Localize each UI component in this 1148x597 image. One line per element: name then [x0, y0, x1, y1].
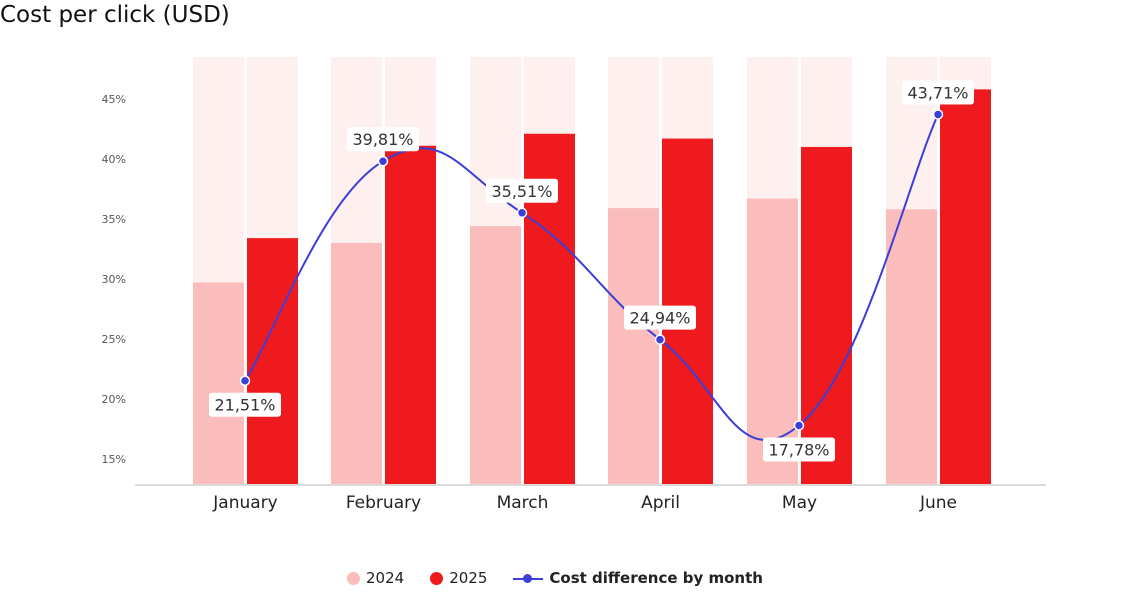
data-label-box: [347, 127, 419, 152]
line-point-february: [377, 155, 389, 167]
data-label-text: 43,71%: [907, 83, 968, 102]
legend-label-2025: 2025: [449, 569, 488, 587]
line-point-march: [516, 207, 528, 219]
legend-swatch-2025: [430, 571, 444, 585]
line-point-january: [239, 375, 251, 386]
bar-2025-may: [801, 146, 852, 484]
y-tick-label: 15%: [102, 453, 126, 466]
legend-item-cost-difference: Cost difference by month: [513, 569, 763, 587]
line-data-label-june: 43,71%: [902, 80, 974, 105]
y-tick-label: 25%: [102, 333, 126, 346]
line-point-april: [654, 334, 666, 345]
bar-2024-may: [747, 198, 798, 485]
legend-item-2025: 2025: [430, 569, 487, 587]
legend: 2024 2025 Cost difference by month: [0, 569, 1110, 587]
legend-label-cost-difference: Cost difference by month: [549, 569, 763, 587]
bar-2024-april: [608, 208, 659, 484]
x-tick-label: June: [919, 493, 957, 513]
bar-2024-january: [193, 282, 244, 484]
data-label-box: [486, 178, 558, 203]
chart-title: Cost per click (USD): [0, 2, 230, 28]
legend-item-2024: 2024: [347, 569, 404, 587]
x-tick-label: April: [641, 493, 680, 513]
line-data-label-january: 21,51%: [209, 392, 281, 417]
data-label-text: 35,51%: [491, 182, 552, 201]
data-label-box: [209, 392, 281, 417]
bar-2024-february: [331, 242, 382, 484]
data-label-text: 17,78%: [768, 440, 829, 459]
bar-2024-march: [470, 226, 521, 484]
line-data-label-march: 35,51%: [486, 178, 558, 203]
data-label-text: 24,94%: [629, 309, 690, 328]
line-data-label-february: 39,81%: [347, 127, 419, 152]
data-label-box: [763, 437, 835, 462]
y-tick-label: 40%: [102, 153, 126, 166]
x-tick-label: January: [212, 493, 277, 513]
legend-label-2024: 2024: [366, 569, 405, 587]
x-tick-label: May: [782, 493, 817, 513]
line-point-june: [932, 109, 944, 120]
data-label-box: [902, 80, 974, 105]
y-tick-label: 45%: [102, 93, 126, 106]
line-point-may: [793, 420, 805, 431]
x-tick-label: March: [497, 493, 549, 513]
legend-line-swatch: [513, 572, 544, 585]
bar-2025-june: [940, 89, 991, 485]
chart-plot: 15% 20% 25% 30% 35% 40% 45% January February Mar…: [102, 57, 1046, 513]
data-label-box: [624, 305, 696, 330]
bar-2025-january: [247, 238, 298, 484]
y-tick-label: 20%: [102, 393, 126, 406]
data-label-text: 21,51%: [214, 396, 275, 415]
line-data-label-may: 17,78%: [763, 437, 835, 462]
y-tick-label: 30%: [102, 273, 126, 286]
bar-2024-june: [886, 209, 937, 484]
line-data-label-april: 24,94%: [624, 305, 696, 330]
data-label-text: 39,81%: [352, 130, 413, 149]
legend-swatch-2024: [347, 571, 361, 585]
cost-difference-line: [244, 114, 939, 441]
bar-2025-february: [385, 145, 436, 484]
x-tick-label: February: [346, 493, 421, 513]
y-tick-label: 35%: [102, 213, 126, 226]
